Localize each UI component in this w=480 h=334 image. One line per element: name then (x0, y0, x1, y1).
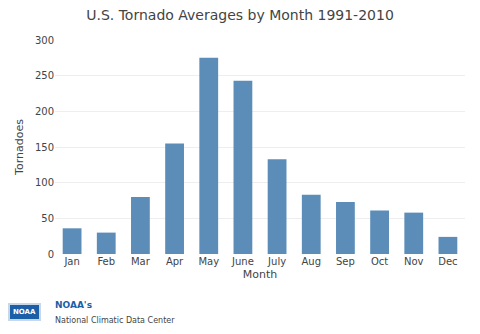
svg-text:NOAA's: NOAA's (55, 300, 92, 310)
svg-text:Nov: Nov (404, 256, 424, 267)
svg-text:150: 150 (35, 142, 54, 153)
svg-text:250: 250 (35, 70, 54, 81)
svg-text:100: 100 (35, 177, 54, 188)
svg-text:Mar: Mar (131, 256, 151, 267)
svg-text:Jan: Jan (63, 256, 79, 267)
svg-text:U.S. Tornado Averages by Month: U.S. Tornado Averages by Month 1991-2010 (86, 7, 394, 23)
svg-text:Month: Month (243, 268, 278, 281)
svg-text:Aug: Aug (301, 256, 321, 267)
svg-text:Apr: Apr (166, 256, 184, 267)
svg-text:50: 50 (41, 213, 54, 224)
svg-text:May: May (198, 256, 219, 267)
svg-text:Tornadoes: Tornadoes (13, 119, 26, 176)
svg-text:300: 300 (35, 35, 54, 46)
svg-text:0: 0 (48, 249, 54, 260)
svg-text:Dec: Dec (438, 256, 457, 267)
svg-text:National Climatic Data Center: National Climatic Data Center (55, 316, 175, 325)
svg-text:200: 200 (35, 106, 54, 117)
svg-text:Oct: Oct (371, 256, 388, 267)
svg-text:Sep: Sep (336, 256, 355, 267)
svg-text:June: June (231, 256, 254, 267)
svg-text:NOAA: NOAA (13, 308, 36, 316)
svg-text:July: July (267, 256, 286, 267)
svg-text:Feb: Feb (97, 256, 115, 267)
